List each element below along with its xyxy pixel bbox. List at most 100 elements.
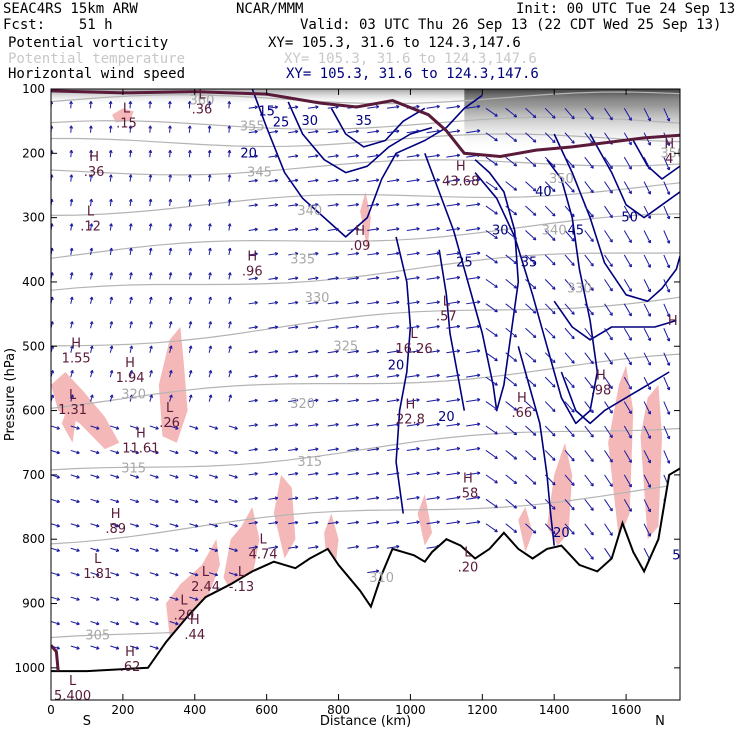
wind-vector	[446, 350, 460, 354]
wind-vector-head	[513, 358, 518, 362]
wind-vector	[268, 473, 278, 476]
pv-extremum-value: 16.26	[395, 342, 432, 357]
wind-vector-head	[609, 214, 613, 219]
wind-vector-head	[456, 349, 461, 353]
wind-vector-head	[375, 178, 380, 183]
wind-vector-head	[315, 300, 319, 305]
wind-vector-head	[416, 153, 420, 158]
wind-vector	[643, 352, 651, 366]
wind-vector-head	[666, 460, 671, 464]
wind-vector	[367, 277, 379, 280]
wind-vector	[149, 621, 159, 625]
wind-vector	[525, 205, 537, 216]
wind-vector-head	[456, 398, 461, 402]
wind-vector-head	[513, 138, 518, 142]
wind-vector	[406, 179, 420, 183]
wind-vector-head	[155, 426, 159, 430]
pv-extremum-letter: H	[190, 613, 200, 628]
wind-vector	[307, 350, 319, 354]
wind-vector-head	[56, 475, 60, 479]
pv-extremum-value: .58	[458, 487, 479, 502]
wind-vector	[169, 621, 179, 625]
wind-vector-head	[96, 475, 100, 479]
wind-vector-head	[477, 251, 481, 256]
wind-vector	[584, 107, 594, 120]
wind-vector	[288, 277, 299, 280]
wind-vector	[129, 474, 139, 479]
wind-vector	[110, 621, 120, 625]
wind-vector	[426, 325, 440, 329]
wind-vector-head	[155, 548, 159, 552]
wind-vector	[70, 572, 80, 576]
pv-extremum-letter: H	[247, 250, 257, 265]
wind-vector-head	[416, 349, 420, 353]
wind-vector-head	[609, 532, 613, 536]
wind-vector	[525, 376, 537, 387]
wind-vector	[248, 326, 258, 329]
wind-vector	[426, 521, 440, 525]
wind-vector	[149, 523, 159, 527]
wind-vector	[446, 325, 460, 329]
wind-vector	[505, 376, 517, 387]
wind-vector-head	[228, 296, 232, 301]
wind-vector	[90, 645, 100, 650]
wind-vector	[643, 303, 651, 317]
wind-vector-head	[647, 362, 651, 366]
wind-vector-head	[56, 499, 60, 504]
pv-extremum-value: .62	[120, 660, 141, 675]
wind-vector-head	[456, 178, 461, 182]
wind-vector-head	[128, 149, 133, 154]
wind-vector-head	[647, 264, 651, 268]
wind-vector-head	[416, 276, 420, 280]
y-tick-label: 700	[22, 468, 45, 482]
wind-vector	[70, 621, 80, 625]
wind-vector	[525, 107, 537, 119]
wind-vector	[386, 399, 400, 403]
x-tick-label: 600	[255, 703, 278, 717]
wind-vector	[426, 350, 440, 354]
pv-shaded-region	[273, 474, 296, 559]
wind-vector-head	[254, 423, 258, 427]
wind-vector-head	[436, 227, 440, 231]
wind-vector-head	[571, 164, 575, 169]
theta-contour	[51, 133, 680, 148]
wind-vector-head	[375, 544, 380, 549]
wind-vector-head	[227, 247, 232, 252]
wind-vector	[663, 132, 670, 146]
wind-vector-head	[456, 471, 461, 476]
wind-speed-label: 20	[388, 359, 405, 374]
wind-vector-head	[335, 325, 339, 329]
wind-vector	[426, 276, 440, 280]
wind-vector-head	[494, 333, 498, 337]
wind-vector-head	[315, 545, 319, 549]
pv-shaded-region	[608, 365, 634, 540]
wind-vector	[564, 352, 575, 364]
wind-vector	[347, 155, 359, 158]
wind-vector	[564, 474, 575, 486]
wind-vector-head	[494, 382, 498, 386]
wind-vector-head	[396, 422, 400, 427]
wind-vector	[604, 352, 613, 365]
wind-vector	[288, 155, 299, 158]
wind-vector-head	[416, 520, 420, 525]
wind-vector	[327, 203, 339, 207]
wind-vector-head	[628, 361, 632, 366]
y-tick-label: 300	[22, 211, 45, 225]
wind-vector-head	[456, 275, 461, 280]
wind-vector-head	[207, 149, 212, 154]
wind-vector	[604, 303, 613, 316]
wind-vector	[110, 572, 120, 576]
wind-vector	[604, 523, 613, 536]
wind-vector-head	[666, 386, 671, 391]
wind-vector-head	[355, 325, 359, 329]
wind-vector	[386, 106, 400, 109]
wind-vector-head	[666, 289, 671, 293]
wind-vector-head	[609, 336, 613, 341]
theta-label: 320	[290, 397, 315, 412]
wind-vector-head	[513, 407, 518, 411]
wind-vector	[208, 199, 211, 207]
wind-vector	[169, 296, 172, 304]
wind-vector	[643, 474, 651, 488]
wind-vector-head	[315, 398, 319, 403]
wind-vector-head	[69, 296, 74, 301]
